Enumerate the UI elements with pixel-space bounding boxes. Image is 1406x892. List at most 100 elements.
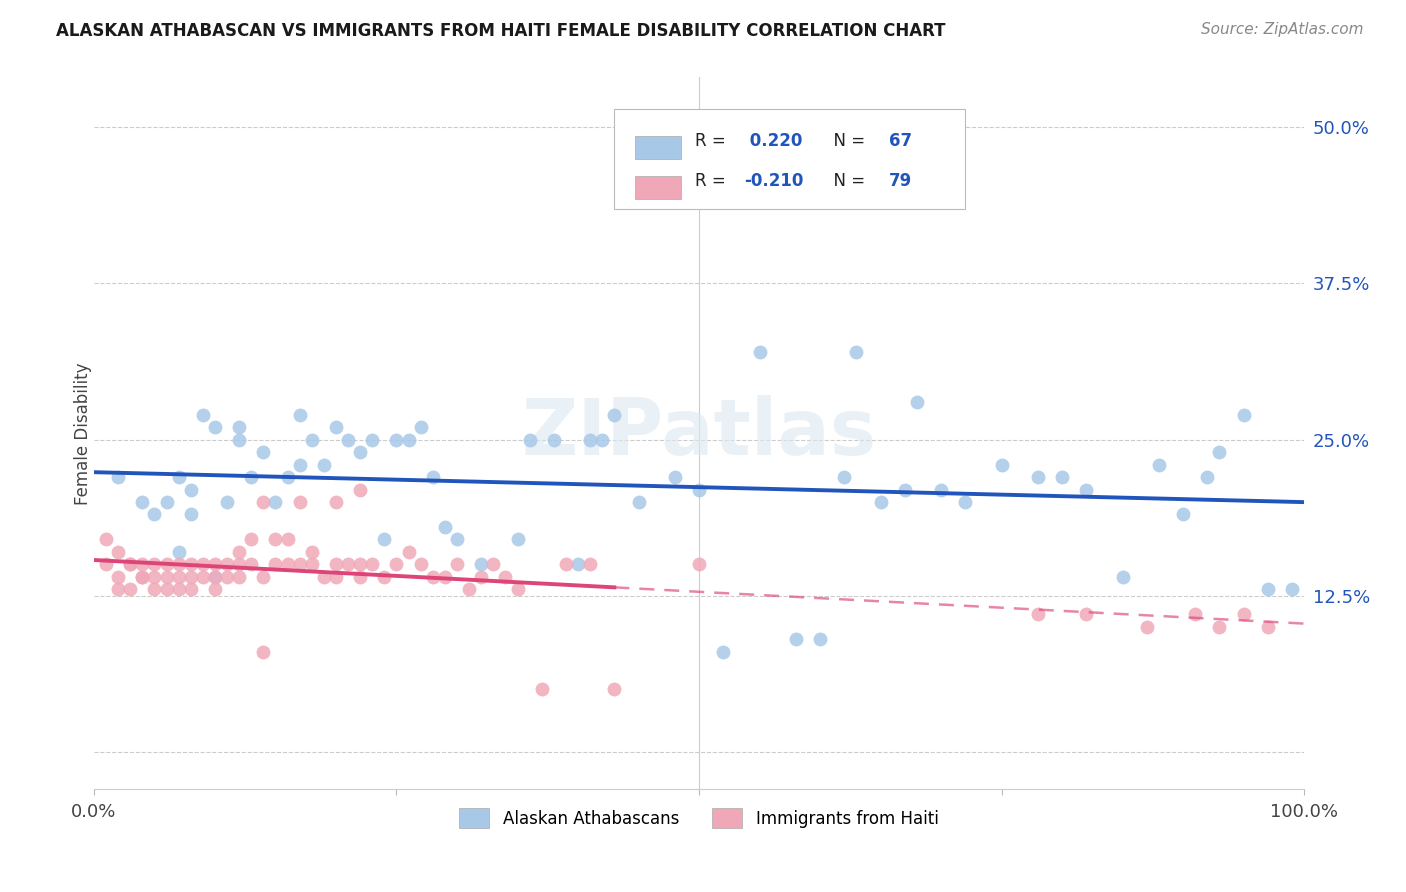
Point [567,558,589,572]
Point [506,533,529,547]
Point [361,433,384,447]
Point [361,558,384,572]
Point [1147,458,1170,472]
Point [349,570,371,584]
Point [929,483,952,497]
Point [204,570,226,584]
Point [506,582,529,597]
Point [409,558,432,572]
Point [215,570,238,584]
Point [131,570,153,584]
Point [1076,483,1098,497]
Point [191,570,214,584]
Point [785,632,807,647]
Point [180,570,202,584]
Point [1050,470,1073,484]
Point [264,495,287,509]
Y-axis label: Female Disability: Female Disability [75,362,91,505]
Point [277,558,299,572]
Point [1233,408,1256,422]
Point [688,558,710,572]
Point [1281,582,1303,597]
Point [312,570,335,584]
Point [433,520,456,534]
Point [519,433,541,447]
Text: 67: 67 [889,132,912,150]
Point [143,508,166,522]
Legend: Alaskan Athabascans, Immigrants from Haiti: Alaskan Athabascans, Immigrants from Hai… [453,802,945,834]
Point [301,558,323,572]
Point [1208,445,1230,459]
Point [288,495,311,509]
Point [1136,620,1159,634]
Point [301,545,323,559]
Point [143,558,166,572]
Point [167,570,190,584]
Point [240,470,263,484]
Point [1173,508,1195,522]
Point [204,570,226,584]
Point [688,483,710,497]
Point [325,495,347,509]
Point [107,545,129,559]
Point [120,558,142,572]
Point [470,558,492,572]
Point [349,483,371,497]
Point [94,558,117,572]
Point [155,582,177,597]
Point [748,345,770,359]
Point [1026,607,1049,622]
Point [228,570,250,584]
Point [107,582,129,597]
FancyBboxPatch shape [636,176,681,199]
Point [240,533,263,547]
Point [990,458,1012,472]
Point [180,508,202,522]
Point [627,495,650,509]
Point [1257,582,1279,597]
Point [555,558,578,572]
Point [1076,607,1098,622]
Text: 79: 79 [889,172,912,190]
Point [494,570,516,584]
Point [252,645,274,659]
Point [1257,620,1279,634]
Point [277,470,299,484]
Point [603,408,626,422]
Point [422,570,444,584]
Point [337,558,360,572]
Point [204,420,226,434]
Point [385,433,408,447]
Text: N =: N = [823,132,870,150]
Point [591,433,613,447]
Point [215,495,238,509]
Point [228,558,250,572]
Point [349,558,371,572]
Point [180,558,202,572]
Point [180,483,202,497]
Point [143,570,166,584]
Point [1233,607,1256,622]
Point [288,408,311,422]
Point [955,495,977,509]
Point [894,483,917,497]
Point [167,582,190,597]
Point [155,570,177,584]
Point [301,433,323,447]
Point [325,558,347,572]
Point [845,345,868,359]
Point [579,558,602,572]
Point [1208,620,1230,634]
Point [312,458,335,472]
Text: R =: R = [696,172,731,190]
Point [228,433,250,447]
Point [107,470,129,484]
Point [191,558,214,572]
Point [228,420,250,434]
Point [458,582,481,597]
Point [470,570,492,584]
Point [131,495,153,509]
Point [398,545,420,559]
Point [422,470,444,484]
Text: R =: R = [696,132,731,150]
